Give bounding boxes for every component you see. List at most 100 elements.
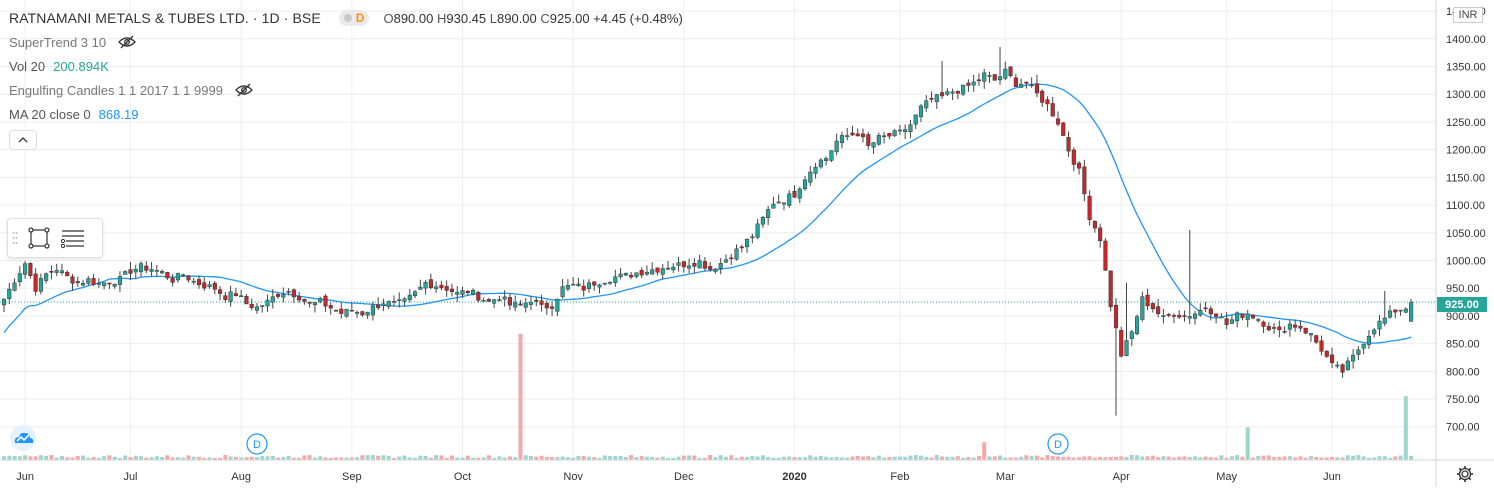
rectangle-select-icon bbox=[28, 227, 50, 249]
candle bbox=[602, 282, 607, 286]
candle bbox=[829, 150, 834, 163]
candle-body bbox=[945, 91, 950, 95]
candle bbox=[191, 277, 196, 285]
candle-body bbox=[181, 274, 186, 277]
candle bbox=[254, 302, 260, 314]
drag-handle-icon[interactable] bbox=[8, 219, 22, 257]
candle bbox=[65, 270, 70, 277]
candle-body bbox=[460, 290, 465, 295]
candle bbox=[23, 261, 28, 279]
tradingview-cloud-icon[interactable] bbox=[8, 424, 38, 452]
candle-body bbox=[1277, 326, 1282, 331]
ma-label: MA 20 close 0 bbox=[9, 106, 91, 122]
candle-body bbox=[102, 282, 107, 286]
volume-bar bbox=[59, 456, 64, 460]
volume-bar bbox=[133, 455, 138, 460]
candle bbox=[1, 298, 7, 313]
candle bbox=[982, 68, 987, 89]
volume-bar bbox=[734, 457, 739, 460]
candle-body bbox=[233, 293, 238, 297]
gear-icon[interactable] bbox=[1456, 465, 1474, 483]
candle bbox=[539, 294, 544, 312]
supertrend-row[interactable]: SuperTrend 3 10 bbox=[9, 30, 683, 54]
volume-bar bbox=[1087, 456, 1092, 460]
candle-body bbox=[449, 288, 454, 293]
volume-bar bbox=[17, 456, 22, 460]
candle bbox=[465, 290, 470, 296]
candle bbox=[776, 194, 781, 204]
volume-bar bbox=[750, 456, 755, 460]
volume-bar bbox=[803, 457, 808, 460]
candle bbox=[687, 258, 692, 274]
exchange-badge[interactable]: D bbox=[338, 10, 370, 26]
candle-body bbox=[1293, 324, 1298, 328]
candle-body bbox=[397, 299, 402, 302]
low-value: 890.00 bbox=[497, 10, 537, 26]
volume-bar bbox=[1171, 457, 1176, 460]
candle bbox=[470, 288, 476, 296]
candle bbox=[54, 263, 59, 276]
candle-body bbox=[802, 179, 808, 190]
candle-body bbox=[428, 279, 433, 288]
volume-bar bbox=[207, 457, 212, 460]
candle-body bbox=[275, 294, 281, 297]
candle bbox=[386, 300, 391, 310]
candle bbox=[1372, 327, 1377, 338]
volume-bar bbox=[265, 456, 270, 460]
drawing-toolbar[interactable] bbox=[7, 218, 103, 258]
candle bbox=[397, 292, 402, 308]
volume-bar bbox=[376, 455, 381, 460]
volume-bar bbox=[1340, 457, 1345, 460]
candle-body bbox=[1198, 310, 1203, 316]
volume-bar bbox=[871, 457, 876, 460]
candle bbox=[175, 272, 180, 283]
eye-hidden-icon[interactable] bbox=[235, 83, 253, 97]
candle bbox=[623, 272, 628, 277]
ma-row[interactable]: MA 20 close 0 868.19 bbox=[9, 102, 683, 126]
symbol-title[interactable]: RATNAMANI METALS & TUBES LTD. · 1D · BSE bbox=[9, 10, 321, 26]
candle bbox=[1113, 298, 1119, 416]
candle-body bbox=[1393, 309, 1398, 313]
candle bbox=[950, 88, 955, 101]
volume-bar bbox=[781, 456, 786, 460]
candle bbox=[102, 282, 107, 290]
volume-bar bbox=[903, 456, 908, 460]
candle bbox=[1361, 343, 1366, 355]
candle-body bbox=[829, 150, 834, 161]
candle-body bbox=[133, 268, 138, 273]
candle-body bbox=[882, 135, 887, 138]
candle bbox=[218, 286, 223, 301]
lines-menu-button[interactable] bbox=[56, 222, 90, 254]
volume-bar bbox=[28, 456, 33, 460]
volume-row[interactable]: Vol 20 200.894K bbox=[9, 54, 683, 78]
volume-bar bbox=[312, 457, 317, 460]
engulfing-row[interactable]: Engulfing Candles 1 1 2017 1 1 9999 bbox=[9, 78, 683, 102]
dividend-marker bbox=[1047, 433, 1069, 455]
collapse-legend-button[interactable] bbox=[9, 130, 37, 150]
candle bbox=[913, 114, 918, 129]
volume-bar bbox=[497, 456, 502, 460]
candle-body bbox=[602, 282, 607, 285]
currency-badge[interactable]: INR bbox=[1453, 7, 1483, 23]
y-tick-label: 850.00 bbox=[1446, 339, 1480, 351]
volume-bar bbox=[297, 457, 302, 460]
volume-bar bbox=[228, 456, 233, 460]
candle bbox=[897, 124, 902, 135]
candle bbox=[655, 267, 660, 276]
volume-bar bbox=[702, 457, 707, 460]
volume-bar bbox=[165, 455, 170, 460]
candle bbox=[760, 215, 765, 228]
eye-hidden-icon[interactable] bbox=[118, 35, 137, 49]
volume-bar bbox=[1214, 457, 1219, 460]
candle-body bbox=[318, 298, 323, 302]
candle-body bbox=[760, 216, 765, 225]
volume-bar bbox=[270, 456, 275, 460]
candle-body bbox=[96, 283, 101, 285]
candle bbox=[133, 264, 138, 280]
volume-bar bbox=[1377, 456, 1382, 460]
candle bbox=[1319, 335, 1324, 356]
candle-body bbox=[560, 286, 565, 297]
rectangle-select-button[interactable] bbox=[22, 222, 56, 254]
